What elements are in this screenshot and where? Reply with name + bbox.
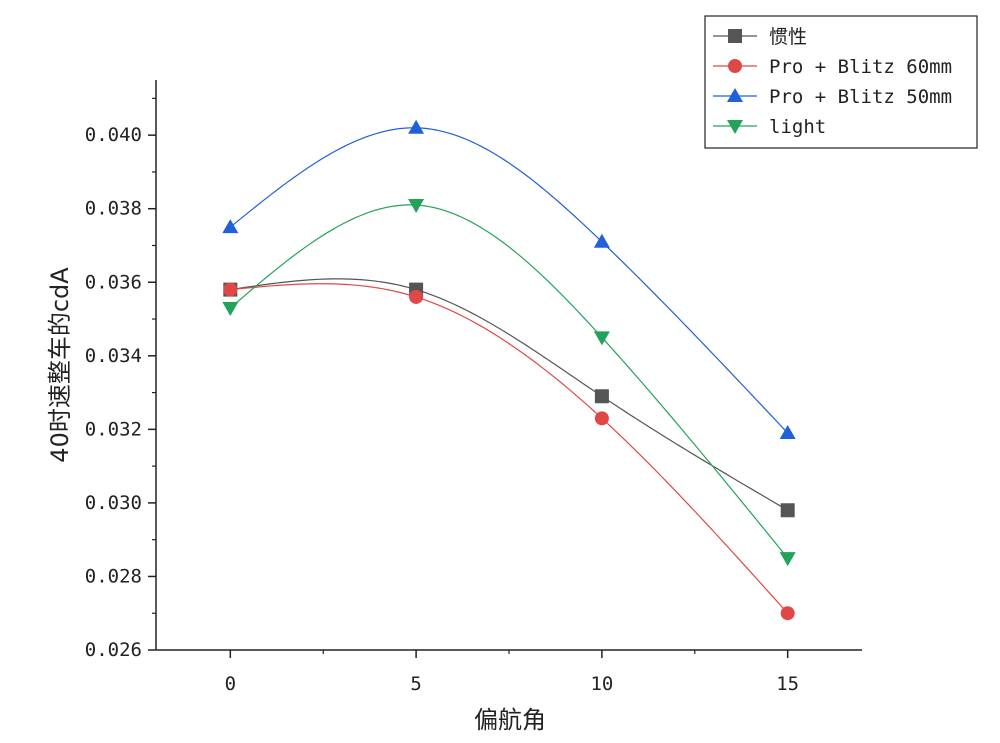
y-tick-label: 0.032 <box>85 418 142 440</box>
series-0 <box>223 278 795 518</box>
y-tick-label: 0.040 <box>85 124 142 146</box>
x-tick-label: 0 <box>225 673 236 695</box>
x-tick-label: 10 <box>590 673 613 695</box>
legend-marker <box>727 120 743 134</box>
y-axis-title: 40时速整车的cdA <box>46 267 74 463</box>
legend-item: light <box>713 116 826 138</box>
y-tick-label: 0.030 <box>85 492 142 514</box>
series-line <box>229 127 789 434</box>
legend-item: 惯性 <box>713 26 807 48</box>
data-point <box>222 302 239 316</box>
data-point <box>594 411 609 426</box>
legend-label: Pro + Blitz 50mm <box>769 86 952 108</box>
x-axis-title: 偏航角 <box>474 706 546 734</box>
legend-marker <box>728 59 742 73</box>
y-tick-label: 0.036 <box>85 271 142 293</box>
y-tick-label: 0.026 <box>85 639 142 661</box>
x-tick-label: 15 <box>776 673 799 695</box>
series-line <box>230 283 789 614</box>
data-point <box>409 289 424 304</box>
legend-label: light <box>769 116 826 138</box>
data-point <box>222 219 239 234</box>
data-point <box>594 389 609 404</box>
x-tick-label: 5 <box>410 673 421 695</box>
legend-item: Pro + Blitz 60mm <box>713 56 952 78</box>
legend-marker <box>727 88 743 102</box>
y-tick-label: 0.038 <box>85 198 142 220</box>
y-tick-label: 0.028 <box>85 565 142 587</box>
legend-label: Pro + Blitz 60mm <box>769 56 952 78</box>
data-point <box>408 119 425 134</box>
legend-label: 惯性 <box>769 26 807 48</box>
plot-area <box>222 119 796 621</box>
axes: 0.026 0.028 0.030 0.032 0.034 0.036 0.038 0.040… <box>85 80 862 695</box>
legend-marker <box>728 29 742 43</box>
legend-item: Pro + Blitz 50mm <box>713 86 952 108</box>
series-line <box>229 204 789 559</box>
series-3 <box>222 199 796 567</box>
data-point <box>779 552 796 567</box>
series-line <box>230 278 788 511</box>
legend: 惯性 Pro + Blitz 60mm Pro + Blitz 50mm light <box>704 15 978 149</box>
data-point <box>593 233 610 248</box>
data-point <box>779 425 796 440</box>
data-point <box>780 606 795 621</box>
data-point <box>408 199 425 214</box>
y-tick-label: 0.034 <box>85 345 142 367</box>
data-point <box>223 282 238 297</box>
data-point <box>593 331 610 346</box>
series-1 <box>223 282 795 621</box>
data-point <box>780 503 795 518</box>
series-2 <box>222 119 796 440</box>
